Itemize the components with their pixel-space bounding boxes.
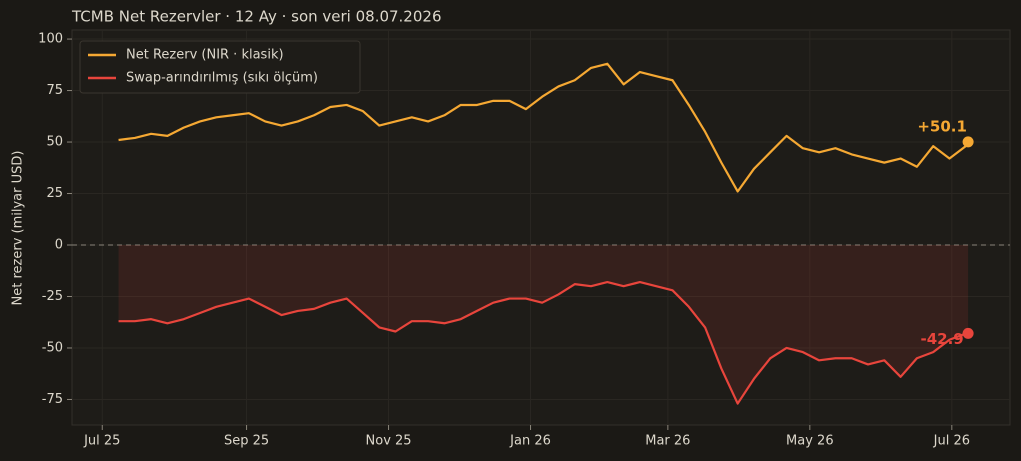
data-label: +50.1 bbox=[917, 117, 967, 135]
line bbox=[118, 280, 969, 405]
x-tick-label: Mar 26 bbox=[645, 434, 690, 449]
data-label: -42.9 bbox=[920, 330, 963, 348]
x-tick-label: Jul 26 bbox=[933, 434, 970, 449]
x-tick-label: Jul 25 bbox=[83, 434, 120, 449]
x-tick-label: May 26 bbox=[786, 434, 834, 449]
y-tick-label: 50 bbox=[46, 135, 63, 150]
y-tick-label: 75 bbox=[46, 83, 63, 98]
area-fill bbox=[118, 245, 969, 404]
legend-label: Swap-arındırılmış (sıkı ölçüm) bbox=[126, 71, 318, 86]
legend-label: Net Rezerv (NIR · klasik) bbox=[126, 48, 284, 63]
end-point bbox=[962, 327, 974, 339]
chart-title: TCMB Net Rezervler · 12 Ay · son veri 08… bbox=[71, 8, 442, 26]
line bbox=[118, 62, 970, 193]
legend-box bbox=[79, 40, 361, 94]
x-tick-label: Nov 25 bbox=[366, 434, 412, 449]
y-tick-label: 25 bbox=[46, 186, 63, 201]
x-tick-label: Sep 25 bbox=[224, 434, 269, 449]
end-point bbox=[962, 136, 974, 148]
y-axis-label: Net rezerv (milyar USD) bbox=[11, 151, 26, 306]
y-tick-label: -25 bbox=[42, 289, 63, 304]
y-tick-label: -75 bbox=[42, 392, 63, 407]
y-tick-label: -50 bbox=[42, 340, 63, 355]
y-tick-label: 0 bbox=[55, 238, 63, 253]
x-tick-label: Jan 26 bbox=[509, 434, 551, 449]
y-tick-label: 100 bbox=[38, 32, 63, 47]
